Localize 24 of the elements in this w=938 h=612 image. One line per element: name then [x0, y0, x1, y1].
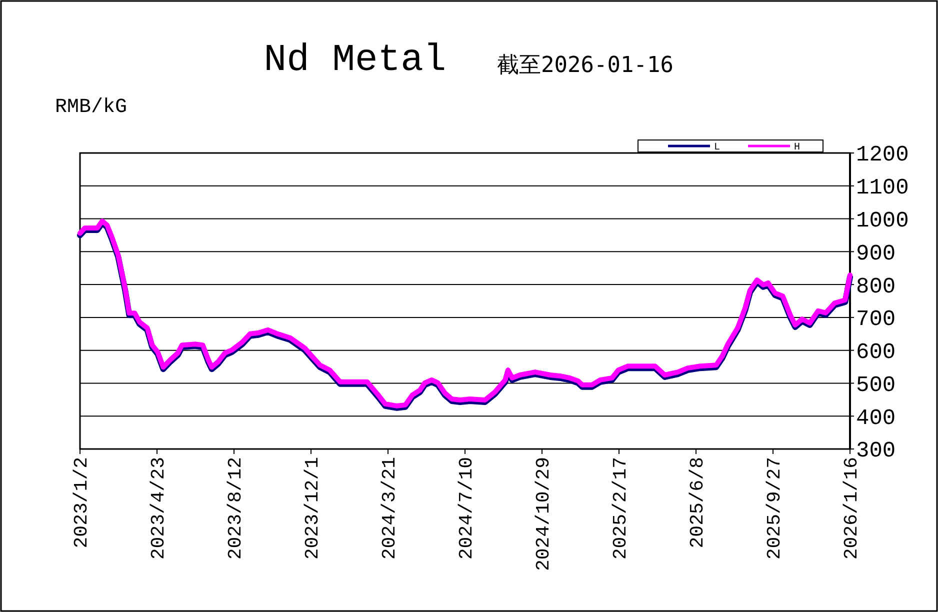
y-tick-label: 500 — [856, 372, 896, 398]
legend-label: H — [794, 142, 800, 154]
x-tick-label: 2024/10/29 — [532, 457, 555, 572]
y-axis-title: RMB/kG — [55, 96, 128, 119]
chart-title: Nd Metal — [264, 39, 446, 82]
chart-subtitle: 截至2026-01-16 — [497, 53, 674, 78]
y-tick-label: 800 — [856, 274, 896, 300]
x-tick-label: 2023/4/23 — [148, 457, 170, 560]
y-tick-label: 400 — [856, 406, 896, 431]
legend-label: L — [714, 142, 720, 154]
y-tick-label: 1100 — [856, 176, 909, 201]
x-tick-label: 2025/2/17 — [610, 457, 632, 560]
x-tick-label: 2023/12/1 — [302, 457, 324, 560]
x-tick-label: 2024/7/10 — [456, 457, 478, 560]
y-tick-label: 1200 — [856, 142, 909, 168]
y-tick-label: 600 — [856, 340, 896, 366]
y-tick-label: 700 — [856, 307, 896, 332]
x-tick-label: 2025/9/27 — [764, 457, 786, 560]
x-tick-label: 2023/1/2 — [70, 457, 93, 548]
y-tick-label: 1000 — [856, 208, 909, 234]
x-tick-label: 2025/6/8 — [686, 457, 709, 548]
y-tick-label: 900 — [856, 241, 896, 266]
x-tick-label: 2024/3/21 — [378, 457, 401, 560]
x-tick-label: 2023/8/12 — [224, 457, 247, 560]
